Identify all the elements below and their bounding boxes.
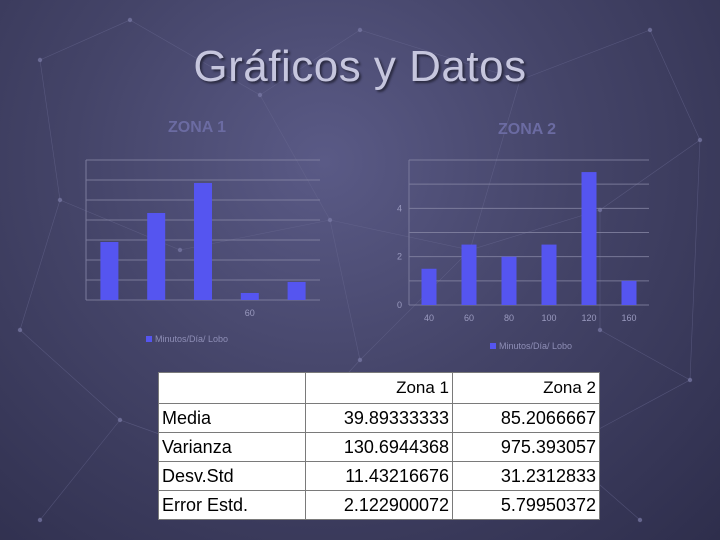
stats-row-varianza: Varianza 130.6944368 975.393057 <box>158 432 600 462</box>
stats-row-media: Media 39.89333333 85.2066667 <box>158 403 600 433</box>
bg-network-node <box>517 77 523 83</box>
stats-cell-zona2: 31.2312833 <box>452 461 600 491</box>
bg-network-node <box>357 357 363 363</box>
bg-network-node <box>37 517 43 523</box>
chart2-xtick-label: 100 <box>541 313 556 323</box>
stats-cell-zona2: 975.393057 <box>452 432 600 462</box>
chart2-ytick-label: 2 <box>397 252 402 262</box>
chart1-legend-swatch <box>146 336 152 342</box>
bg-network-line <box>129 19 261 96</box>
chart2-xtick-label: 80 <box>504 313 514 323</box>
stats-header-empty <box>158 372 306 404</box>
chart2-legend-label: Minutos/Día/ Lobo <box>499 341 573 351</box>
bg-network-line <box>599 329 691 381</box>
bg-network-line <box>39 59 61 201</box>
chart2-legend-swatch <box>490 343 496 349</box>
chart1-xtick-label: 60 <box>245 308 255 318</box>
bg-network-line <box>259 29 361 96</box>
stats-row-desv-std: Desv.Std 11.43216676 31.2312833 <box>158 461 600 491</box>
chart2-bar <box>541 244 557 305</box>
chart2-legend: Minutos/Día/ Lobo <box>490 341 572 351</box>
chart1-bar <box>100 242 119 300</box>
stats-row-label: Varianza <box>158 432 306 462</box>
chart2-xtick-label: 160 <box>621 313 636 323</box>
bg-network-line <box>469 209 601 251</box>
chart1-bar <box>287 282 306 300</box>
chart1-bar <box>194 183 212 300</box>
bg-network-line <box>469 79 521 251</box>
bg-network-node <box>127 17 133 23</box>
bg-network-node <box>697 137 703 143</box>
bg-network-line <box>19 329 121 421</box>
slide-title: Gráficos y Datos <box>193 42 527 91</box>
chart2-ytick-label: 4 <box>397 203 402 213</box>
chart2-ytick-label: 0 <box>397 300 402 310</box>
stats-cell-zona2: 5.79950372 <box>452 490 600 520</box>
chart2-xtick-label: 40 <box>424 313 434 323</box>
stats-row-label: Media <box>158 403 306 433</box>
stats-row-label: Desv.Std <box>158 461 306 491</box>
bg-network-line <box>599 139 701 211</box>
chart1-title: ZONA 1 <box>168 119 227 136</box>
chart2-bar <box>581 172 597 305</box>
bg-network-node <box>597 207 603 213</box>
bg-network-line <box>649 29 701 141</box>
chart2-bar <box>461 244 477 305</box>
stats-row-error-estd: Error Estd. 2.122900072 5.79950372 <box>158 490 600 520</box>
bg-network-node <box>597 327 603 333</box>
bg-network-line <box>359 29 521 81</box>
bg-network-node <box>327 217 333 223</box>
stats-cell-zona1: 130.6944368 <box>305 432 453 462</box>
bg-network-node <box>637 517 643 523</box>
chart1-bar-chart: 60 <box>85 159 320 318</box>
chart2-title: ZONA 2 <box>498 121 557 138</box>
stats-cell-zona1: 2.122900072 <box>305 490 453 520</box>
stats-row-label: Error Estd. <box>158 490 306 520</box>
bg-network-node <box>117 417 123 423</box>
bg-network-node <box>37 57 43 63</box>
stats-header-zona1: Zona 1 <box>305 372 453 404</box>
bg-network-line <box>519 29 651 81</box>
bg-network-node <box>647 27 653 33</box>
bg-network-line <box>689 139 701 381</box>
chart2-xtick-label: 60 <box>464 313 474 323</box>
chart1-bar <box>147 213 166 300</box>
bg-network-line <box>329 219 361 361</box>
stats-cell-zona2: 85.2066667 <box>452 403 600 433</box>
stats-table: Zona 1 Zona 2 Media 39.89333333 85.20666… <box>158 372 600 520</box>
chart2-bar <box>501 256 517 305</box>
bg-network-node <box>257 92 263 98</box>
bg-network-line <box>329 219 471 251</box>
bg-network-line <box>39 19 131 61</box>
chart2-bar <box>621 280 637 305</box>
bg-network-node <box>357 27 363 33</box>
chart1-legend: Minutos/Día/ Lobo <box>146 334 228 344</box>
chart1-bar <box>240 293 259 300</box>
bg-network-node <box>687 377 693 383</box>
bg-network-node <box>57 197 63 203</box>
stats-cell-zona1: 11.43216676 <box>305 461 453 491</box>
bg-network-node <box>177 247 183 253</box>
chart2-bar <box>421 268 437 305</box>
stats-header-zona2: Zona 2 <box>452 372 600 404</box>
bg-network-line <box>259 94 331 221</box>
bg-network-node <box>17 327 23 333</box>
chart2-bar-chart: 0 2 4 40 60 80 100 120 160 <box>397 159 649 323</box>
chart2-xtick-label: 120 <box>581 313 596 323</box>
stats-cell-zona1: 39.89333333 <box>305 403 453 433</box>
chart1-legend-label: Minutos/Día/ Lobo <box>155 334 229 344</box>
bg-network-line <box>19 199 61 331</box>
bg-network-line <box>39 419 121 521</box>
stats-table-header-row: Zona 1 Zona 2 <box>158 372 600 404</box>
